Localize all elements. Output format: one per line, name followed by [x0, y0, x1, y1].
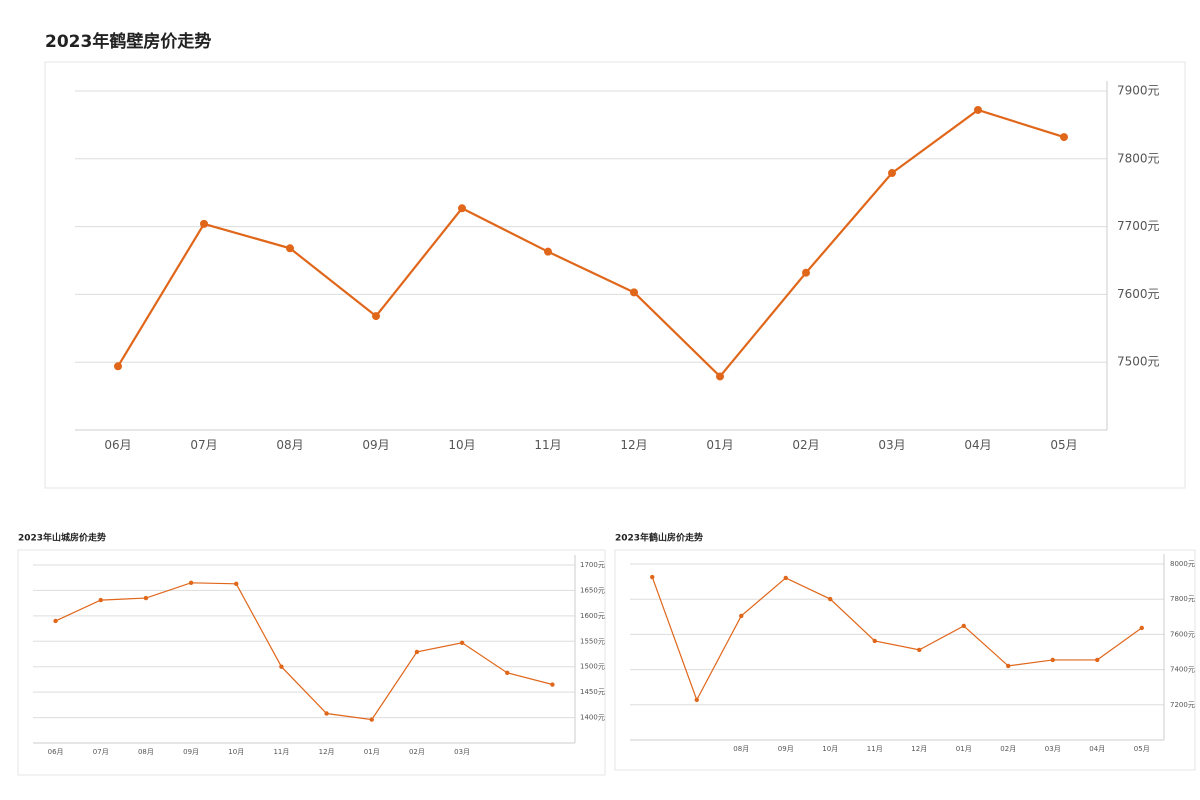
x-tick-label: 01月	[364, 748, 380, 756]
x-tick-label: 05月	[1050, 438, 1077, 452]
point	[1006, 663, 1011, 669]
point	[143, 595, 149, 601]
x-tick-label: 01月	[956, 745, 972, 753]
x-tick-label: 03月	[454, 748, 470, 756]
point	[550, 682, 555, 687]
y-tick-label: 7500元	[1117, 355, 1160, 369]
y-tick-label: 1400元	[580, 714, 605, 722]
x-tick-label: 08月	[138, 748, 154, 756]
point	[234, 581, 239, 587]
x-tick-label: 05月	[1134, 745, 1150, 753]
x-tick-label: 08月	[733, 745, 749, 753]
x-tick-label: 10月	[228, 748, 244, 756]
y-tick-label: 8000元	[1170, 560, 1195, 568]
x-tick-label: 10月	[448, 438, 475, 452]
point	[414, 649, 420, 655]
y-tick-label: 7200元	[1170, 701, 1195, 709]
x-tick-label: 09月	[362, 438, 389, 452]
point	[650, 574, 655, 580]
point	[544, 247, 552, 256]
line	[651, 576, 1143, 702]
y-tick-label: 7700元	[1117, 219, 1160, 233]
y-tick-label: 7800元	[1170, 595, 1195, 603]
x-tick-label: 03月	[878, 438, 905, 452]
point	[369, 717, 374, 722]
y-tick-label: 1550元	[580, 637, 605, 645]
point	[459, 640, 465, 646]
x-tick-label: 09月	[778, 745, 794, 753]
x-tick-label: 04月	[964, 438, 991, 452]
point	[1050, 657, 1055, 663]
x-tick-label: 02月	[409, 748, 425, 756]
point	[53, 618, 58, 624]
y-tick-label: 7600元	[1117, 287, 1160, 301]
x-tick-label: 11月	[534, 438, 561, 452]
point	[917, 647, 922, 653]
x-tick-label: 07月	[93, 748, 109, 756]
point	[1095, 657, 1100, 663]
point	[200, 219, 208, 228]
point	[188, 580, 194, 585]
y-tick-label: 1650元	[580, 586, 605, 594]
x-tick-label: 03月	[1045, 745, 1061, 753]
x-tick-label: 08月	[276, 438, 303, 452]
x-tick-label: 10月	[822, 745, 838, 753]
point	[324, 711, 329, 716]
x-tick-label: 12月	[620, 438, 647, 452]
point	[694, 697, 699, 703]
point	[974, 105, 982, 114]
chart-title: 2023年鹤山房价走势	[615, 532, 703, 544]
x-tick-label: 07月	[190, 438, 217, 452]
point	[888, 169, 896, 178]
line	[55, 582, 553, 721]
x-tick-label: 02月	[1000, 745, 1016, 753]
point	[114, 362, 122, 371]
x-tick-label: 12月	[911, 745, 927, 753]
x-tick-label: 12月	[319, 748, 335, 756]
point	[716, 372, 724, 381]
line	[117, 108, 1065, 379]
point	[372, 312, 380, 321]
point	[279, 664, 284, 669]
chart-frame	[17, 549, 606, 776]
y-tick-label: 1450元	[580, 688, 605, 696]
point	[630, 288, 638, 297]
x-tick-label: 09月	[183, 748, 199, 756]
chart-frame	[614, 549, 1196, 771]
y-tick-label: 1500元	[580, 663, 605, 671]
point	[286, 244, 294, 253]
point	[872, 638, 877, 644]
chart-frame	[44, 61, 1186, 489]
y-tick-label: 7400元	[1170, 666, 1195, 674]
x-tick-label: 06月	[104, 438, 131, 452]
x-tick-label: 02月	[792, 438, 819, 452]
point	[961, 623, 966, 629]
point	[828, 596, 833, 602]
point	[98, 597, 103, 603]
point	[458, 204, 466, 213]
point	[739, 613, 744, 619]
y-tick-label: 1600元	[580, 612, 605, 620]
y-tick-label: 7600元	[1170, 630, 1195, 638]
chart-title: 2023年鹤壁房价走势	[45, 31, 211, 52]
point	[1060, 133, 1068, 142]
x-tick-label: 06月	[48, 748, 64, 756]
x-tick-label: 04月	[1089, 745, 1105, 753]
y-tick-label: 1700元	[580, 561, 605, 569]
y-tick-label: 7900元	[1117, 84, 1160, 98]
y-tick-label: 7800元	[1117, 151, 1160, 165]
point	[802, 268, 810, 277]
point	[783, 575, 788, 581]
x-tick-label: 11月	[273, 748, 289, 756]
x-tick-label: 11月	[867, 745, 883, 753]
point	[1139, 625, 1144, 631]
x-tick-label: 01月	[706, 438, 733, 452]
chart-title: 2023年山城房价走势	[18, 532, 106, 544]
point	[505, 670, 510, 676]
